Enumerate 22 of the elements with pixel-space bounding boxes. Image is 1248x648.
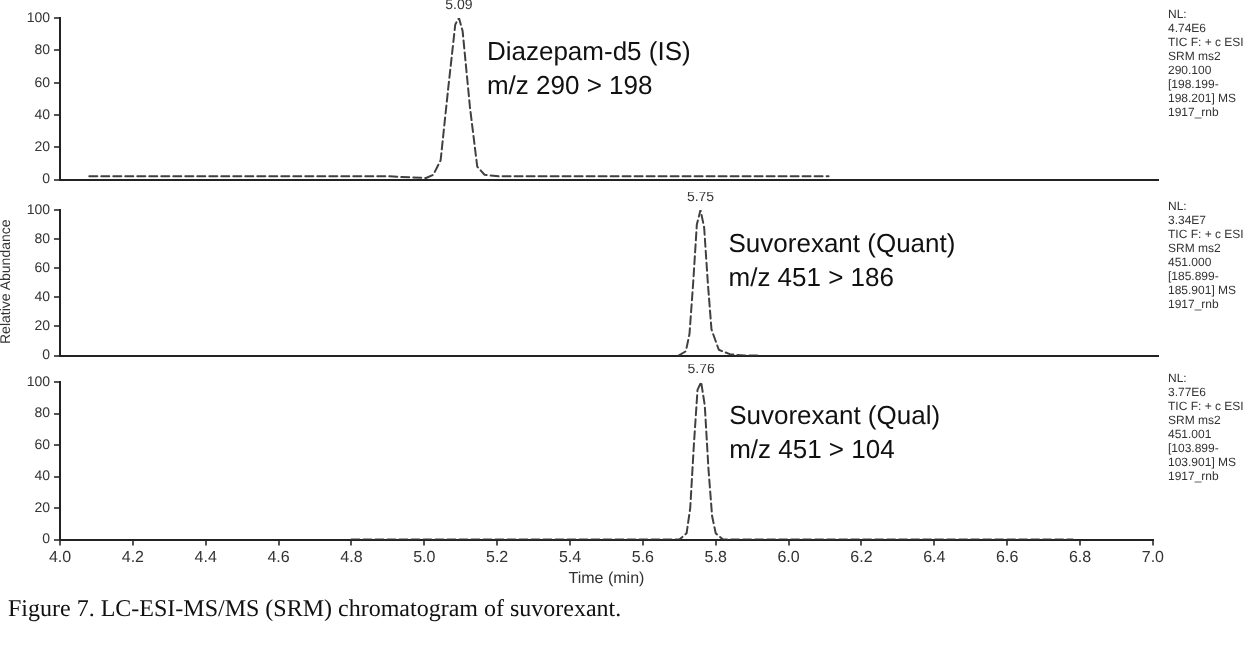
- x-tick-label: 5.6: [631, 547, 656, 566]
- x-tick-label: 4.4: [194, 547, 218, 566]
- x-tick-label: 5.2: [486, 547, 510, 566]
- annotation: Suvorexant (Qual) m/z 451 > 104: [729, 398, 941, 466]
- x-axis-title: Time (min): [568, 568, 646, 587]
- x-tick-label: 6.6: [996, 547, 1020, 566]
- x-tick-label: 4.8: [340, 547, 364, 566]
- line-series: [88, 18, 830, 179]
- x-tick-label: 4.0: [48, 547, 73, 566]
- x-tick-label: 6.4: [923, 547, 947, 566]
- x-tick-label: 4.6: [267, 547, 291, 566]
- x-tick-label: 6.2: [850, 547, 874, 566]
- x-tick-label: 6.8: [1068, 547, 1093, 566]
- x-tick-label: 5.0: [413, 547, 437, 566]
- x-tick-label: 4.2: [121, 547, 146, 566]
- caption: Figure 7. LC-ESI-MS/MS (SRM) chromatogram of suvorexant.: [8, 594, 622, 624]
- x-tick-label: 5.4: [558, 547, 583, 566]
- annotation: Diazepam-d5 (IS) m/z 290 > 198: [486, 34, 691, 102]
- x-tick-label: 5.8: [704, 547, 728, 566]
- x-tick-label: 7.0: [1141, 547, 1166, 566]
- annotation: Suvorexant (Quant) m/z 451 > 186: [728, 226, 956, 294]
- x-tick-label: 6.0: [777, 547, 801, 566]
